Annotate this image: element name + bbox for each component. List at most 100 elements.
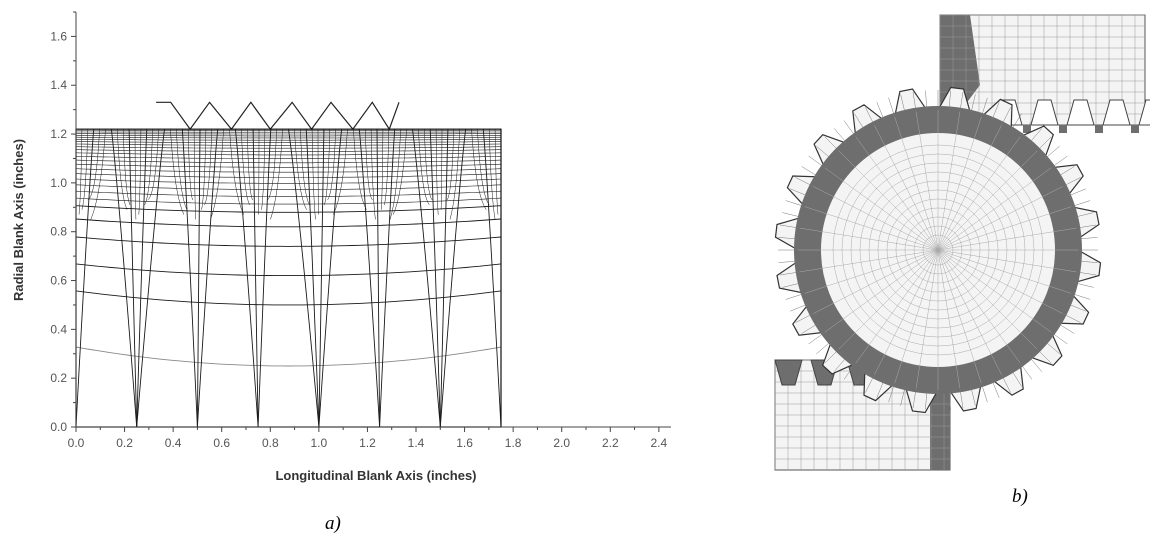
gear-tooth-mesh-line — [801, 166, 819, 178]
mesh-column-line — [294, 129, 307, 210]
mesh-row-line — [76, 141, 501, 143]
gear-tooth-mesh-line — [808, 332, 825, 345]
mesh-column-line — [136, 129, 148, 428]
gear-tooth-mesh-line — [1074, 212, 1094, 218]
gear-tooth-mesh-line — [1057, 322, 1075, 334]
y-tick-label: 1.0 — [50, 176, 67, 190]
gear-ring-line — [913, 225, 963, 275]
upper-rack-tooth-gap — [1066, 99, 1095, 126]
gear-radial-line — [937, 116, 982, 251]
mesh-column-line — [75, 129, 95, 428]
gear-tooth-mesh-line — [1076, 224, 1097, 229]
y-tick-label: 0.6 — [50, 274, 67, 288]
gear-radial-line — [894, 116, 939, 251]
mesh-row-line — [75, 346, 502, 367]
gear-tooth-mesh-line — [1076, 271, 1097, 276]
mesh-column-line — [204, 129, 213, 206]
gear-tooth-mesh-line — [1036, 348, 1052, 364]
gear-radial-line — [937, 111, 961, 251]
gear-radial-line — [804, 206, 939, 251]
mesh-column-line — [379, 129, 396, 428]
mesh-column-line — [358, 129, 381, 428]
upper-rack-tooth-gap — [1138, 99, 1150, 126]
gear-tooth-mesh-line — [865, 107, 875, 126]
mesh-column-line — [311, 129, 316, 220]
mesh-column-line — [138, 129, 142, 215]
gear-tooth-mesh-line — [991, 102, 1000, 121]
gear-tooth-mesh-line — [912, 388, 917, 409]
mesh-column-line — [229, 129, 245, 215]
gear-radial-line — [937, 136, 1021, 251]
mesh-column-line — [134, 129, 137, 220]
gear-tooth-mesh-line — [1044, 145, 1060, 160]
gear-radial-line — [937, 249, 982, 384]
mesh-row-line — [75, 163, 502, 168]
gear-ring-line — [904, 216, 972, 284]
mesh-column-line — [389, 129, 401, 220]
mesh-grid — [75, 128, 502, 428]
gear-radial-line — [894, 249, 939, 384]
gear-tooth-mesh-line — [1028, 128, 1043, 144]
y-tick-label: 0.4 — [50, 322, 67, 336]
gear-tooth-mesh-line — [790, 188, 809, 197]
gear-tooth-mesh-line — [981, 97, 988, 117]
y-tick-label: 0.0 — [50, 420, 67, 434]
gear-radial-line — [937, 249, 1077, 273]
gear-tooth-mesh-line — [782, 212, 802, 218]
y-tick-label: 0.2 — [50, 371, 67, 385]
gear-tooth-mesh-line — [1001, 374, 1011, 393]
caption-b: b) — [1012, 486, 1028, 507]
mesh-row-line — [75, 190, 502, 197]
gear-tooth-mesh-line — [790, 303, 809, 312]
gear-tooth-mesh-line — [1074, 282, 1094, 288]
gear-radial-line — [813, 186, 939, 251]
gear-tooth-mesh-line — [1020, 363, 1033, 380]
mesh-column-line — [439, 129, 449, 428]
gear-ring-line — [832, 144, 1044, 356]
mesh-column-line — [117, 129, 128, 210]
x-tick-label: 1.0 — [311, 436, 328, 450]
gear-radial-line — [799, 227, 939, 251]
mesh-column-line — [78, 129, 83, 215]
caption-a: a) — [325, 513, 341, 534]
lower-rack-tooth — [774, 359, 803, 386]
mesh-column-line — [122, 129, 131, 206]
mesh-column-line — [429, 129, 441, 428]
gear-tooth-mesh-line — [1067, 188, 1086, 197]
mesh-column-line — [267, 129, 277, 201]
gear-radial-line — [937, 249, 1063, 314]
upper-rack-tooth — [1095, 125, 1103, 133]
gear-tooth-mesh-line — [1020, 120, 1033, 137]
mesh-row-line — [75, 290, 502, 306]
gear-tooth-mesh-line — [779, 271, 800, 276]
mesh-column-line — [383, 129, 390, 205]
gear-radial-line — [937, 227, 1077, 251]
gear-tooth-mesh-line — [785, 200, 805, 207]
gear-tooth-mesh-line — [888, 97, 895, 117]
gear-radial-line — [915, 249, 939, 389]
mesh-column-line — [257, 129, 272, 428]
mesh-row-line — [75, 205, 502, 213]
x-tick-label: 0.4 — [165, 436, 182, 450]
upper-rack-tooth-gap — [1102, 99, 1131, 126]
gear-radial-line — [799, 249, 939, 273]
mesh-column-line — [176, 129, 188, 210]
gear-tooth-mesh-line — [925, 90, 928, 111]
upper-rack-tooth — [1131, 125, 1139, 133]
mesh-row-line — [75, 184, 502, 190]
gear-tooth-mesh-line — [865, 374, 875, 393]
gear-tooth-mesh-line — [816, 145, 832, 160]
x-tick-label: 0.8 — [262, 436, 279, 450]
mesh-plot-a: 0.0 0.2 0.4 0.6 0.8 1.0 1.2 1.4 1.6 1.8 2.0 2.2 2.4 … — [11, 11, 671, 483]
gear-tooth-mesh-line — [1051, 332, 1068, 345]
mesh-row-line — [75, 156, 502, 159]
gear-tooth-mesh-line — [843, 120, 856, 137]
gear-ring-line — [886, 198, 990, 302]
gear-tooth-mesh-line — [1067, 303, 1086, 312]
upper-rack-tooth — [1059, 125, 1067, 133]
gear-ring-line — [895, 207, 981, 293]
mesh-column-line — [196, 129, 219, 428]
gear-radial-line — [937, 249, 961, 389]
mesh-column-line — [381, 129, 384, 210]
mesh-column-line — [353, 129, 367, 210]
